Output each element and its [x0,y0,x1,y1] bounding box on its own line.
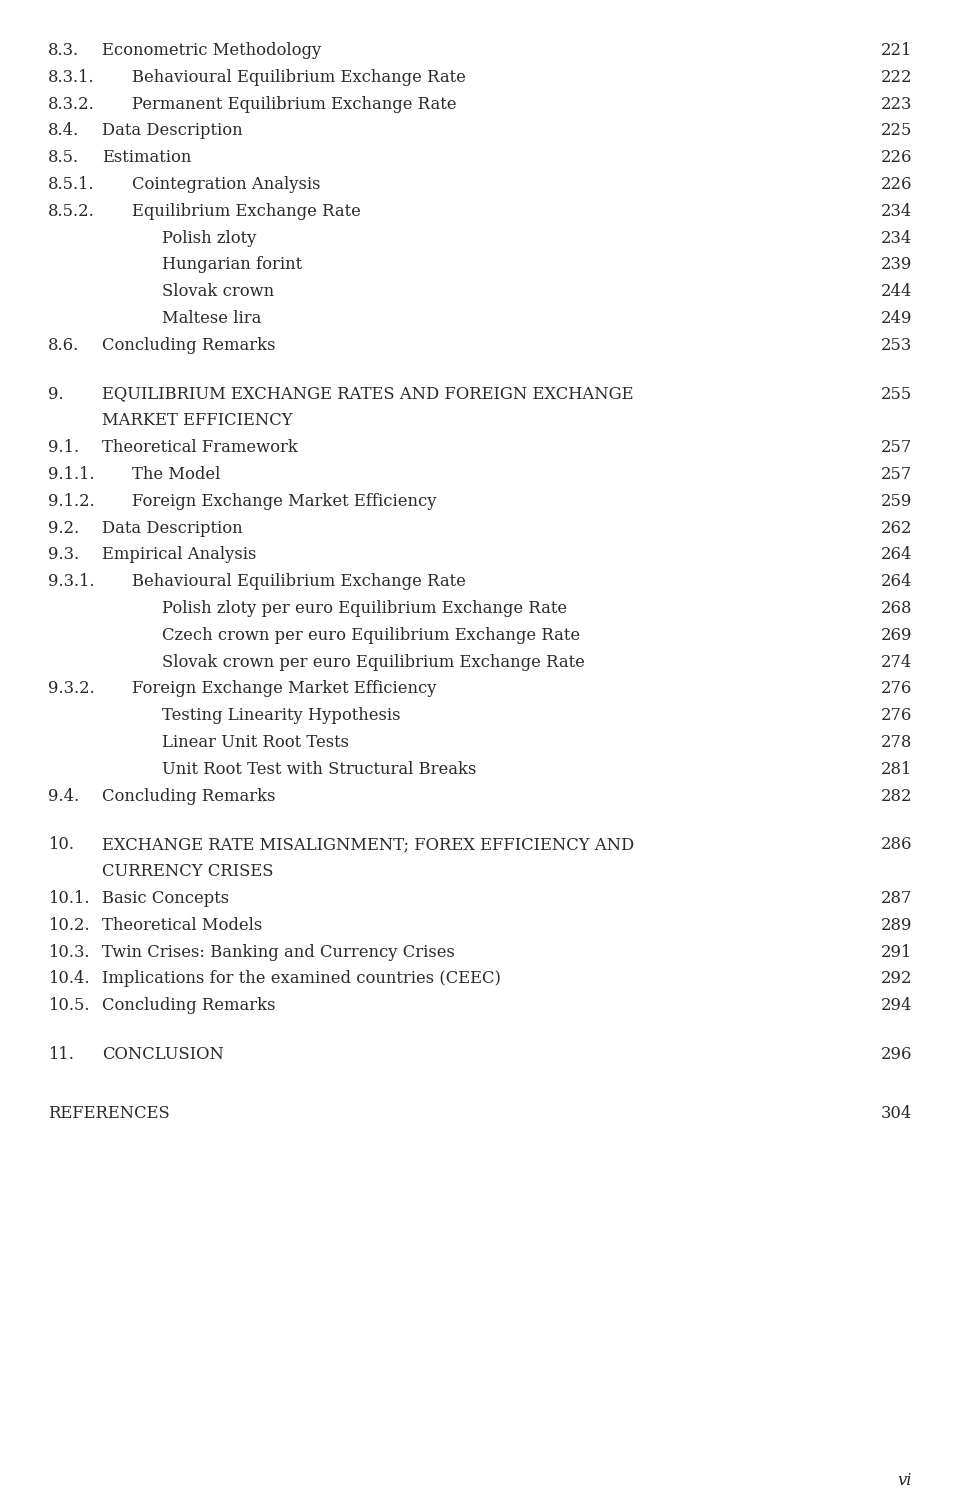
Text: Behavioural Equilibrium Exchange Rate: Behavioural Equilibrium Exchange Rate [132,573,466,590]
Text: Behavioural Equilibrium Exchange Rate: Behavioural Equilibrium Exchange Rate [132,69,466,86]
Text: 239: 239 [880,256,912,273]
Text: 292: 292 [880,971,912,988]
Text: Empirical Analysis: Empirical Analysis [102,546,256,564]
Text: EQUILIBRIUM EXCHANGE RATES AND FOREIGN EXCHANGE: EQUILIBRIUM EXCHANGE RATES AND FOREIGN E… [102,386,634,403]
Text: 225: 225 [880,122,912,139]
Text: 9.1.: 9.1. [48,439,79,457]
Text: Polish zloty per euro Equilibrium Exchange Rate: Polish zloty per euro Equilibrium Exchan… [162,600,567,617]
Text: Concluding Remarks: Concluding Remarks [102,336,276,354]
Text: 257: 257 [880,439,912,457]
Text: Data Description: Data Description [102,122,243,139]
Text: 262: 262 [880,520,912,537]
Text: 9.3.: 9.3. [48,546,79,564]
Text: 10.2.: 10.2. [48,917,89,933]
Text: MARKET EFFICIENCY: MARKET EFFICIENCY [102,412,293,430]
Text: vi: vi [898,1472,912,1488]
Text: Estimation: Estimation [102,149,191,166]
Text: 8.5.2.: 8.5.2. [48,202,95,220]
Text: 8.5.1.: 8.5.1. [48,176,95,193]
Text: 9.4.: 9.4. [48,787,80,805]
Text: 282: 282 [880,787,912,805]
Text: Equilibrium Exchange Rate: Equilibrium Exchange Rate [132,202,361,220]
Text: 221: 221 [880,42,912,59]
Text: 8.3.1.: 8.3.1. [48,69,95,86]
Text: 294: 294 [880,997,912,1015]
Text: Data Description: Data Description [102,520,243,537]
Text: 8.6.: 8.6. [48,336,80,354]
Text: 304: 304 [880,1105,912,1122]
Text: Testing Linearity Hypothesis: Testing Linearity Hypothesis [162,707,400,724]
Text: 264: 264 [880,573,912,590]
Text: 244: 244 [880,284,912,300]
Text: 257: 257 [880,466,912,483]
Text: 234: 234 [880,229,912,247]
Text: 9.3.1.: 9.3.1. [48,573,95,590]
Text: Foreign Exchange Market Efficiency: Foreign Exchange Market Efficiency [132,680,437,697]
Text: Cointegration Analysis: Cointegration Analysis [132,176,321,193]
Text: 289: 289 [880,917,912,933]
Text: 291: 291 [880,944,912,961]
Text: 264: 264 [880,546,912,564]
Text: 274: 274 [880,653,912,671]
Text: 253: 253 [880,336,912,354]
Text: 269: 269 [880,627,912,644]
Text: Theoretical Models: Theoretical Models [102,917,262,933]
Text: 9.: 9. [48,386,63,403]
Text: EXCHANGE RATE MISALIGNMENT; FOREX EFFICIENCY AND: EXCHANGE RATE MISALIGNMENT; FOREX EFFICI… [102,837,635,854]
Text: Twin Crises: Banking and Currency Crises: Twin Crises: Banking and Currency Crises [102,944,455,961]
Text: REFERENCES: REFERENCES [48,1105,170,1122]
Text: 276: 276 [880,680,912,697]
Text: Maltese lira: Maltese lira [162,311,261,327]
Text: Czech crown per euro Equilibrium Exchange Rate: Czech crown per euro Equilibrium Exchang… [162,627,580,644]
Text: 296: 296 [880,1047,912,1063]
Text: 281: 281 [880,762,912,778]
Text: 8.3.: 8.3. [48,42,79,59]
Text: Basic Concepts: Basic Concepts [102,890,229,906]
Text: CURRENCY CRISES: CURRENCY CRISES [102,863,274,881]
Text: 10.1.: 10.1. [48,890,89,906]
Text: 286: 286 [880,837,912,854]
Text: 226: 226 [880,176,912,193]
Text: 9.3.2.: 9.3.2. [48,680,95,697]
Text: Implications for the examined countries (CEEC): Implications for the examined countries … [102,971,501,988]
Text: 8.5.: 8.5. [48,149,79,166]
Text: Slovak crown: Slovak crown [162,284,275,300]
Text: Concluding Remarks: Concluding Remarks [102,787,276,805]
Text: 9.1.2.: 9.1.2. [48,493,95,510]
Text: 249: 249 [880,311,912,327]
Text: Foreign Exchange Market Efficiency: Foreign Exchange Market Efficiency [132,493,437,510]
Text: Hungarian forint: Hungarian forint [162,256,302,273]
Text: Concluding Remarks: Concluding Remarks [102,997,276,1015]
Text: Linear Unit Root Tests: Linear Unit Root Tests [162,734,349,751]
Text: 234: 234 [880,202,912,220]
Text: CONCLUSION: CONCLUSION [102,1047,224,1063]
Text: Theoretical Framework: Theoretical Framework [102,439,298,457]
Text: 255: 255 [880,386,912,403]
Text: 287: 287 [880,890,912,906]
Text: 11.: 11. [48,1047,74,1063]
Text: Slovak crown per euro Equilibrium Exchange Rate: Slovak crown per euro Equilibrium Exchan… [162,653,585,671]
Text: Polish zloty: Polish zloty [162,229,256,247]
Text: 8.4.: 8.4. [48,122,80,139]
Text: 8.3.2.: 8.3.2. [48,95,95,113]
Text: 278: 278 [880,734,912,751]
Text: 259: 259 [880,493,912,510]
Text: 10.3.: 10.3. [48,944,89,961]
Text: 223: 223 [880,95,912,113]
Text: 10.5.: 10.5. [48,997,89,1015]
Text: 226: 226 [880,149,912,166]
Text: 276: 276 [880,707,912,724]
Text: 10.4.: 10.4. [48,971,89,988]
Text: Permanent Equilibrium Exchange Rate: Permanent Equilibrium Exchange Rate [132,95,457,113]
Text: The Model: The Model [132,466,221,483]
Text: 9.1.1.: 9.1.1. [48,466,95,483]
Text: 222: 222 [880,69,912,86]
Text: 10.: 10. [48,837,74,854]
Text: Unit Root Test with Structural Breaks: Unit Root Test with Structural Breaks [162,762,476,778]
Text: 9.2.: 9.2. [48,520,80,537]
Text: Econometric Methodology: Econometric Methodology [102,42,322,59]
Text: 268: 268 [880,600,912,617]
